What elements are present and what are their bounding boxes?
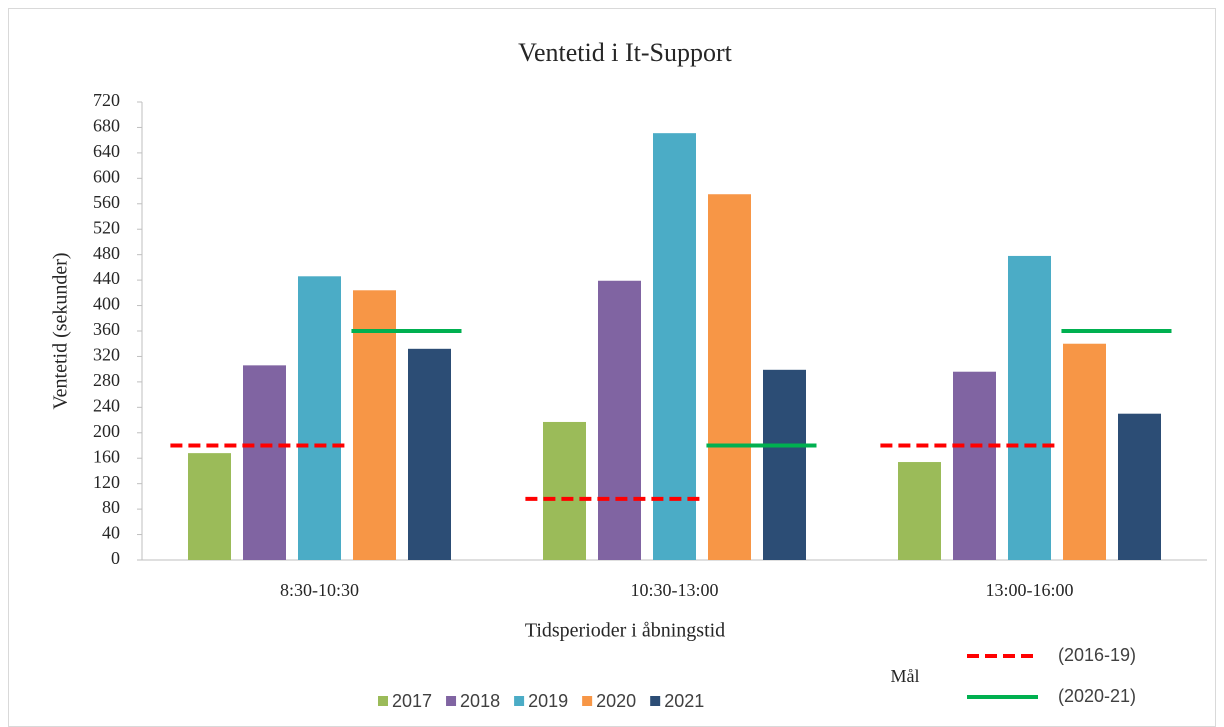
- bar: [1118, 413, 1161, 560]
- targets-legend-title: Mål: [891, 666, 920, 686]
- y-tick-label: 120: [93, 472, 120, 492]
- bar: [353, 290, 396, 560]
- bar: [188, 453, 231, 560]
- y-tick-label: 640: [93, 141, 120, 161]
- legend-label: 2017: [392, 691, 432, 711]
- bar: [953, 371, 996, 560]
- y-tick-label: 440: [93, 268, 120, 288]
- legend-swatch: [650, 696, 661, 706]
- y-tick-label: 160: [93, 446, 120, 466]
- legend-swatch: [582, 696, 593, 706]
- x-tick-label: 8:30-10:30: [280, 580, 359, 600]
- bar: [408, 348, 451, 560]
- y-axis-label: Ventetid (sekunder): [50, 252, 72, 409]
- y-tick-label: 240: [93, 395, 120, 415]
- y-tick-label: 200: [93, 421, 120, 441]
- legend-swatch: [446, 696, 457, 706]
- y-tick-label: 480: [93, 243, 120, 263]
- legend-label: 2020: [596, 691, 636, 711]
- legend-label: 2018: [460, 691, 500, 711]
- target-legend-label: (2020-21): [1058, 686, 1136, 706]
- y-tick-label: 0: [111, 548, 120, 568]
- bar: [298, 276, 341, 560]
- legend-label: 2021: [664, 691, 704, 711]
- bar: [1063, 343, 1106, 560]
- y-tick-label: 680: [93, 116, 120, 136]
- chart-title: Ventetid i It-Support: [518, 38, 733, 67]
- x-axis-label: Tidsperioder i åbningstid: [525, 620, 725, 642]
- legend-swatch: [378, 696, 388, 706]
- bar: [598, 280, 641, 560]
- y-tick-label: 80: [102, 497, 120, 517]
- legend-label: 2019: [528, 691, 568, 711]
- bar: [898, 462, 941, 560]
- bar: [243, 365, 286, 560]
- y-tick-label: 400: [93, 294, 120, 314]
- legend-swatch: [514, 696, 525, 706]
- y-tick-label: 40: [102, 523, 120, 543]
- y-tick-label: 520: [93, 217, 120, 237]
- bar: [708, 194, 751, 560]
- bar: [1008, 255, 1051, 560]
- bar: [543, 421, 586, 560]
- target-legend-label: (2016-19): [1058, 645, 1136, 665]
- y-tick-label: 360: [93, 319, 120, 339]
- y-tick-label: 320: [93, 345, 120, 365]
- y-tick-label: 560: [93, 192, 120, 212]
- y-tick-label: 720: [93, 90, 120, 110]
- x-tick-label: 13:00-16:00: [986, 580, 1074, 600]
- y-tick-label: 600: [93, 166, 120, 186]
- bar: [653, 133, 696, 561]
- x-tick-label: 10:30-13:00: [631, 580, 719, 600]
- bar: [763, 369, 806, 560]
- y-tick-label: 280: [93, 370, 120, 390]
